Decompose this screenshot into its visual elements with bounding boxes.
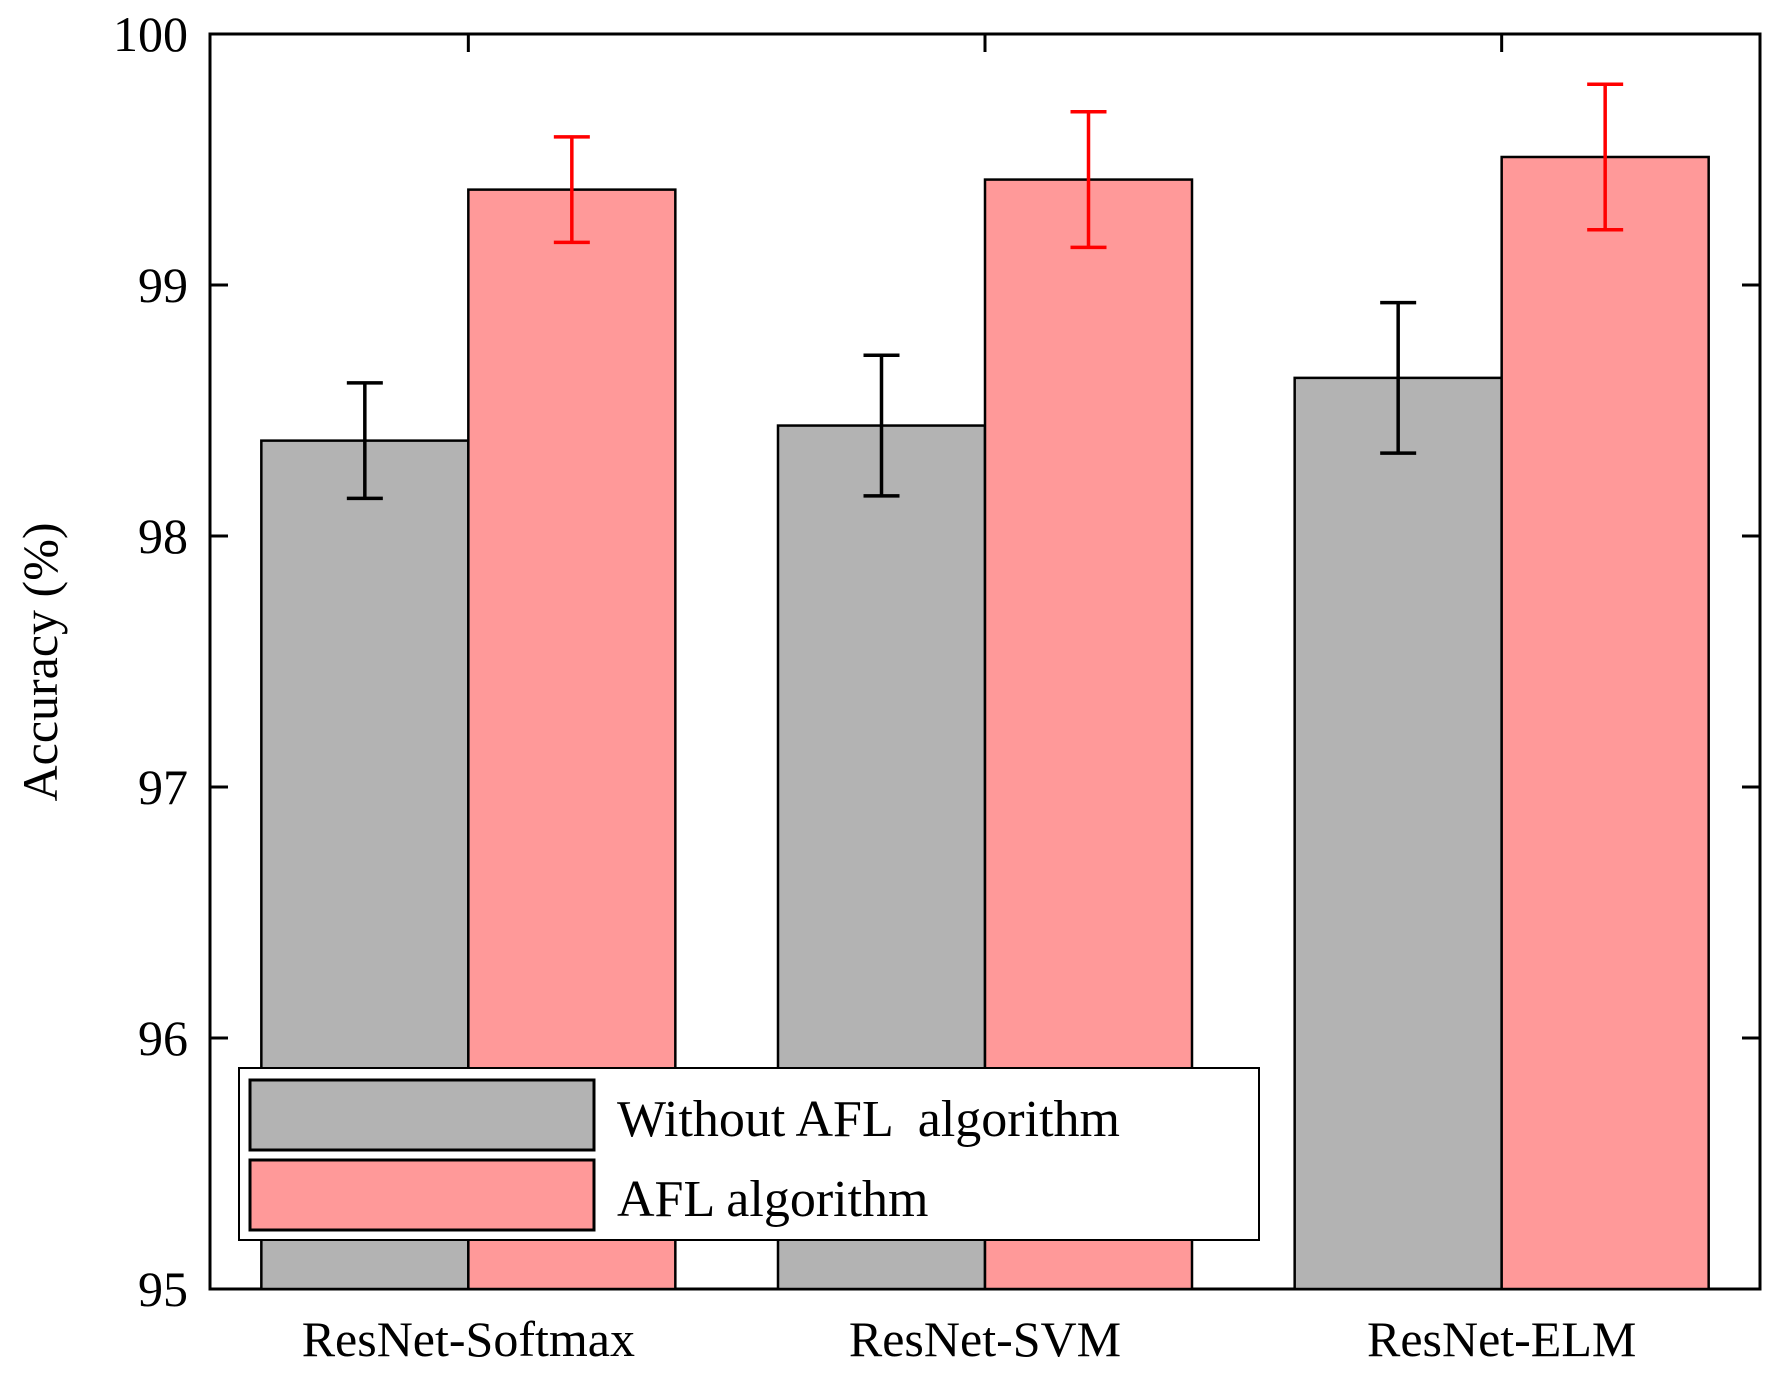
y-tick-label: 98 (138, 508, 188, 564)
x-tick-label: ResNet-SVM (849, 1311, 1121, 1367)
error-bar-afl (1070, 110, 1107, 250)
y-tick-label: 100 (113, 6, 188, 62)
bar-afl (1500, 155, 1710, 1291)
y-tick-label: 96 (138, 1010, 188, 1066)
y-tick-label: 95 (138, 1261, 188, 1317)
error-bar-afl (553, 135, 590, 245)
legend-label-without-afl: Without AFL algorithm (617, 1091, 1120, 1148)
error-bar-without-afl (1380, 300, 1417, 455)
bar-without-afl (1293, 376, 1503, 1291)
x-tick-label: ResNet-Softmax (302, 1311, 635, 1367)
legend: Without AFL algorithm AFL algorithm (238, 1067, 1260, 1241)
y-tick-label: 99 (138, 257, 188, 313)
y-tick-label: 97 (138, 759, 188, 815)
x-tick-label: ResNet-ELM (1367, 1311, 1636, 1367)
y-tick-labels: 95 96 97 98 99 100 (113, 6, 188, 1317)
legend-swatch-without-afl (248, 1078, 596, 1152)
error-bar-afl (1587, 82, 1624, 232)
x-tick-labels: ResNet-Softmax ResNet-SVM ResNet-ELM (302, 1311, 1637, 1367)
legend-swatch-afl (248, 1158, 596, 1232)
error-bar-without-afl (863, 353, 900, 498)
error-bar-without-afl (346, 381, 383, 501)
y-axis-title: Accuracy (%) (12, 523, 68, 802)
legend-label-afl: AFL algorithm (617, 1171, 929, 1228)
error-bars (346, 82, 1624, 501)
